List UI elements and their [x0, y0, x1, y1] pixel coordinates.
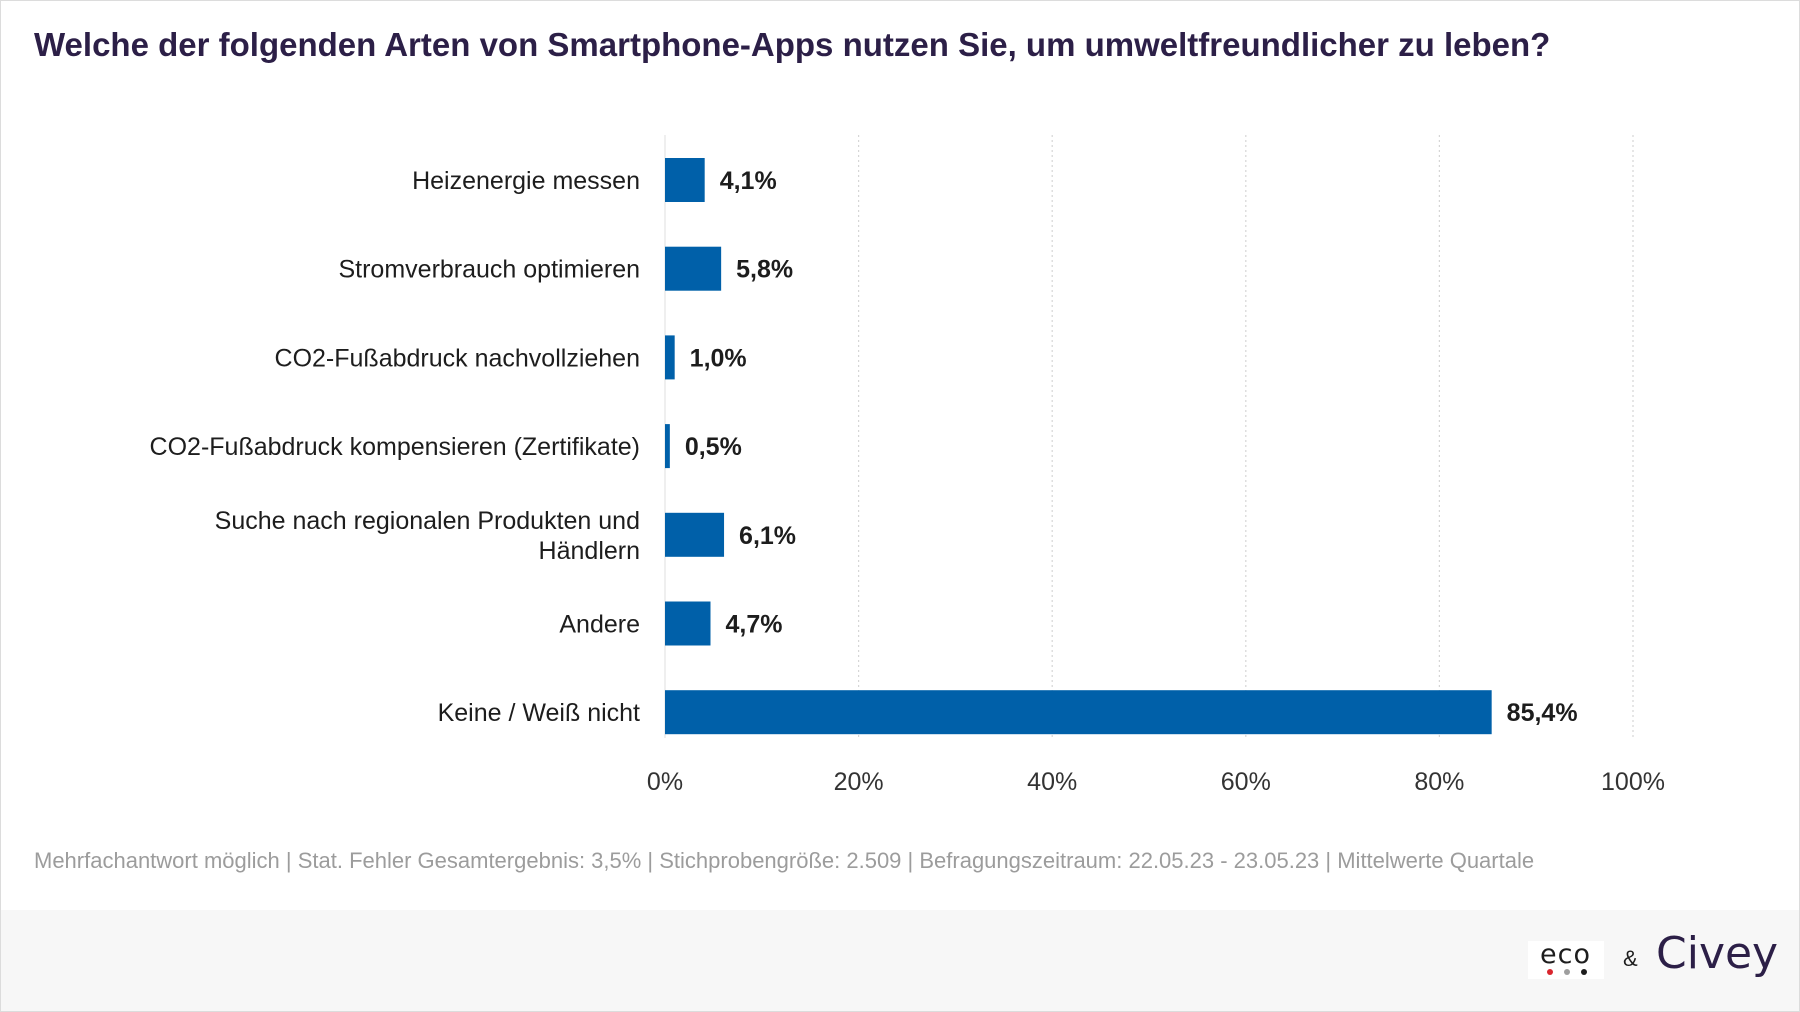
chart-title: Welche der folgenden Arten von Smartphon… [34, 26, 1551, 63]
footnote: Mehrfachantwort möglich | Stat. Fehler G… [34, 848, 1535, 873]
category-label: Keine / Weiß nicht [438, 699, 640, 727]
bar [665, 424, 670, 469]
bar-chart: 4,1% Heizenergie messen 5,8% Stromverbrauch… [150, 135, 1665, 796]
bar [665, 246, 722, 291]
civey-logo: Civey [1656, 928, 1779, 979]
bar [665, 158, 705, 202]
eco-logo-dot-2 [1564, 969, 1570, 975]
category-label: CO2-Fußabdruck kompensieren (Zertifikate… [150, 433, 640, 461]
x-tick-label: 0% [647, 768, 683, 796]
data-label: 1,0% [690, 344, 747, 372]
data-label: 6,1% [739, 522, 796, 550]
bar [665, 601, 711, 646]
eco-logo: eco [1528, 939, 1604, 979]
x-tick-label: 60% [1221, 768, 1271, 796]
logo-ampersand: & [1623, 946, 1638, 971]
data-label: 4,7% [725, 611, 782, 639]
x-tick-label: 80% [1414, 768, 1464, 796]
bar [665, 512, 725, 557]
category-label: Stromverbrauch optimieren [338, 256, 640, 284]
bar [665, 690, 1492, 735]
eco-logo-dot-3 [1581, 969, 1587, 975]
data-label: 4,1% [720, 167, 777, 195]
data-label: 85,4% [1507, 699, 1578, 727]
footer-bar [1, 910, 1799, 1011]
category-label: Händlern [539, 537, 640, 565]
category-label: Andere [559, 611, 640, 639]
x-tick-label: 40% [1027, 768, 1077, 796]
category-label: CO2-Fußabdruck nachvollziehen [275, 344, 640, 372]
eco-logo-dot-1 [1547, 969, 1553, 975]
category-label: Suche nach regionalen Produkten und [215, 507, 640, 535]
x-tick-label: 100% [1601, 768, 1665, 796]
bar [665, 335, 675, 380]
eco-logo-text: eco [1540, 939, 1591, 970]
data-label: 5,8% [736, 256, 793, 284]
data-label: 0,5% [685, 433, 742, 461]
category-label: Heizenergie messen [412, 167, 640, 195]
x-tick-label: 20% [834, 768, 884, 796]
